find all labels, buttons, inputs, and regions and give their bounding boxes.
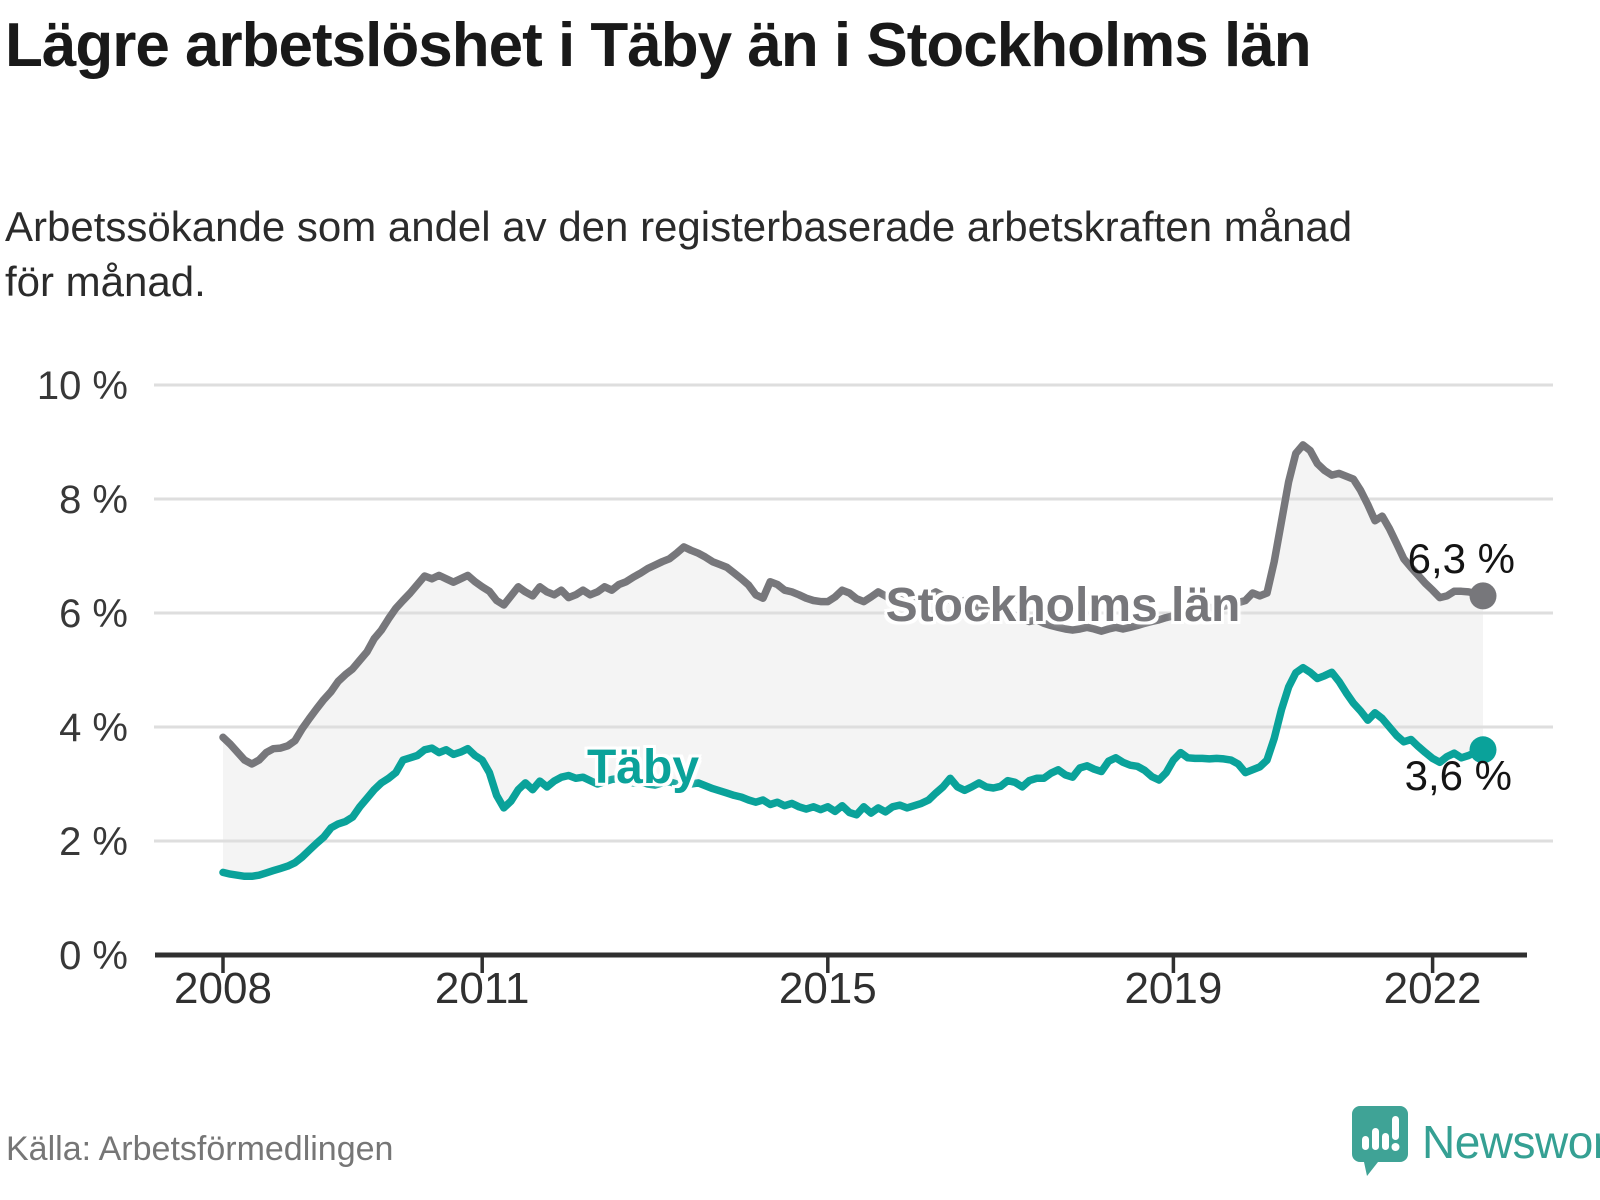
x-tick-label-2019: 2019 — [1124, 964, 1222, 1013]
page-title: Lägre arbetslöshet i Täby än i Stockholm… — [5, 8, 1545, 84]
y-tick-label-0: 0 % — [59, 934, 128, 978]
x-tick-label-2022: 2022 — [1384, 964, 1482, 1013]
x-tick-label-2011: 2011 — [435, 964, 530, 1013]
chart-subtitle: Arbetssökande som andel av den registerb… — [5, 200, 1565, 309]
newsworthy-wordmark: Newsworthy — [1422, 1116, 1600, 1168]
y-tick-label-8: 8 % — [59, 478, 128, 522]
series-line-täby — [219, 663, 1487, 881]
end-value-taby: 3,6 % — [1404, 752, 1512, 799]
y-tick-label-4: 4 % — [59, 706, 128, 750]
series-line-stockholms-län — [219, 441, 1487, 768]
x-tick-label-2015: 2015 — [779, 964, 877, 1013]
series-end-dot-täby — [1469, 736, 1497, 764]
title-line-2: län — [1224, 11, 1312, 80]
x-tick-label-2008: 2008 — [174, 964, 272, 1013]
y-tick-label-2: 2 % — [59, 820, 128, 864]
newsworthy-icon — [1352, 1106, 1408, 1176]
series-label-stockholms-lan: Stockholms län — [885, 579, 1241, 632]
subtitle-line-2: för månad. — [5, 257, 206, 305]
y-tick-label-10: 10 % — [37, 364, 128, 408]
series-end-dot-stockholms-län — [1469, 582, 1497, 610]
subtitle-line-1: Arbetssökande som andel av den registerb… — [5, 203, 1353, 250]
series-label-taby: Täby — [586, 741, 700, 794]
title-line-1: Lägre arbetslöshet i Täby än i Stockholm… — [5, 11, 1209, 80]
end-value-stockholms-lan: 6,3 % — [1407, 535, 1515, 582]
newsworthy-logo: Newsworthy — [1352, 1106, 1600, 1178]
y-tick-label-6: 6 % — [59, 592, 128, 636]
source-note: Källa: Arbetsförmedlingen — [6, 1130, 394, 1168]
